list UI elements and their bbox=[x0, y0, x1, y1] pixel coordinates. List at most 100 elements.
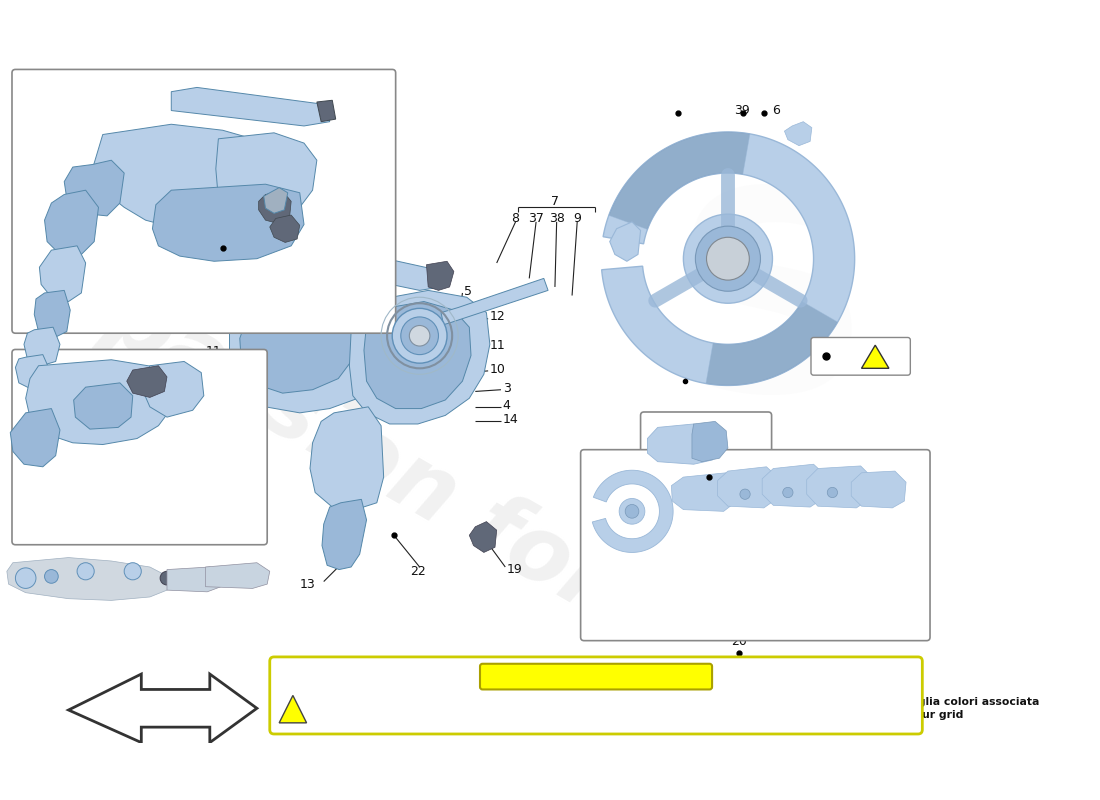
Text: 30: 30 bbox=[718, 611, 734, 624]
FancyBboxPatch shape bbox=[480, 664, 712, 690]
Text: 10: 10 bbox=[205, 368, 221, 381]
Text: 33: 33 bbox=[822, 611, 836, 624]
Circle shape bbox=[683, 214, 772, 303]
Text: 36: 36 bbox=[330, 152, 345, 165]
Polygon shape bbox=[264, 188, 288, 214]
FancyBboxPatch shape bbox=[640, 412, 771, 483]
Polygon shape bbox=[34, 290, 70, 338]
Text: 7: 7 bbox=[551, 195, 559, 208]
Text: 36: 36 bbox=[94, 468, 109, 481]
Polygon shape bbox=[216, 133, 317, 225]
Polygon shape bbox=[24, 327, 59, 366]
Text: 13: 13 bbox=[299, 578, 315, 591]
Text: 19: 19 bbox=[507, 563, 522, 576]
Polygon shape bbox=[861, 345, 889, 368]
Text: 5: 5 bbox=[464, 285, 472, 298]
Text: 11: 11 bbox=[206, 345, 221, 358]
Polygon shape bbox=[784, 122, 812, 146]
Polygon shape bbox=[10, 409, 59, 466]
Polygon shape bbox=[470, 522, 497, 553]
Text: 38: 38 bbox=[549, 212, 564, 225]
Polygon shape bbox=[717, 466, 778, 508]
Text: 2: 2 bbox=[323, 227, 331, 240]
Circle shape bbox=[393, 308, 447, 363]
Polygon shape bbox=[648, 424, 717, 464]
Circle shape bbox=[619, 498, 645, 524]
Circle shape bbox=[77, 562, 95, 580]
Text: Valid for USA, CDN, USA Light: Valid for USA, CDN, USA Light bbox=[20, 506, 244, 519]
Polygon shape bbox=[270, 215, 299, 242]
Text: 10: 10 bbox=[490, 362, 506, 376]
Text: !: ! bbox=[290, 710, 296, 723]
Polygon shape bbox=[126, 366, 167, 398]
Text: 27: 27 bbox=[693, 611, 708, 624]
Polygon shape bbox=[602, 132, 855, 386]
Polygon shape bbox=[25, 360, 172, 445]
Text: Version with electric steering column: Version with electric steering column bbox=[24, 294, 304, 306]
Text: 32: 32 bbox=[795, 611, 811, 624]
Text: 11: 11 bbox=[490, 338, 506, 352]
FancyBboxPatch shape bbox=[12, 70, 396, 334]
Text: 9: 9 bbox=[573, 212, 581, 225]
Polygon shape bbox=[240, 307, 353, 393]
Text: 24: 24 bbox=[616, 611, 631, 624]
Text: 34: 34 bbox=[668, 611, 682, 624]
Polygon shape bbox=[364, 302, 471, 409]
Text: 26: 26 bbox=[770, 611, 785, 624]
Text: 23: 23 bbox=[591, 611, 605, 624]
Polygon shape bbox=[706, 302, 838, 386]
Text: 15: 15 bbox=[309, 141, 324, 154]
Text: S: S bbox=[671, 179, 871, 450]
Polygon shape bbox=[64, 160, 124, 216]
Text: In presenza di sigla OPT definire il colore durante l'inserimento dell'ordine a : In presenza di sigla OPT definire il col… bbox=[315, 697, 1040, 707]
Polygon shape bbox=[206, 562, 270, 589]
Text: Where the code OPT is indicated, specify the colour when entering order, using t: Where the code OPT is indicated, specify… bbox=[315, 710, 964, 720]
FancyBboxPatch shape bbox=[12, 350, 267, 545]
Text: 5: 5 bbox=[722, 364, 729, 378]
Polygon shape bbox=[609, 222, 640, 262]
Text: !: ! bbox=[873, 358, 878, 367]
Circle shape bbox=[44, 570, 58, 583]
Polygon shape bbox=[230, 295, 384, 413]
Text: 39: 39 bbox=[734, 104, 749, 117]
Text: 14: 14 bbox=[503, 413, 518, 426]
Polygon shape bbox=[68, 674, 257, 742]
Polygon shape bbox=[258, 191, 292, 223]
Polygon shape bbox=[592, 470, 673, 553]
Circle shape bbox=[124, 562, 141, 580]
Circle shape bbox=[15, 568, 36, 589]
Polygon shape bbox=[692, 422, 728, 462]
Polygon shape bbox=[7, 558, 172, 600]
Polygon shape bbox=[40, 246, 86, 302]
Circle shape bbox=[783, 487, 793, 498]
Circle shape bbox=[161, 571, 174, 585]
Text: 37: 37 bbox=[528, 212, 544, 225]
Circle shape bbox=[740, 489, 750, 499]
Polygon shape bbox=[253, 270, 308, 302]
Polygon shape bbox=[44, 190, 99, 254]
Text: Versione piantone elettrico: Versione piantone elettrico bbox=[24, 278, 229, 292]
Polygon shape bbox=[279, 695, 307, 723]
Text: 4: 4 bbox=[503, 398, 510, 412]
Text: 17: 17 bbox=[309, 190, 324, 202]
Circle shape bbox=[827, 487, 837, 498]
Text: 22: 22 bbox=[410, 565, 426, 578]
FancyBboxPatch shape bbox=[581, 450, 930, 641]
Text: 18: 18 bbox=[216, 270, 231, 283]
FancyBboxPatch shape bbox=[811, 338, 911, 375]
Text: 21: 21 bbox=[593, 464, 608, 477]
Polygon shape bbox=[762, 464, 825, 507]
Polygon shape bbox=[15, 354, 50, 390]
Text: 15: 15 bbox=[46, 452, 63, 465]
Polygon shape bbox=[172, 87, 330, 126]
Text: 12: 12 bbox=[490, 310, 506, 323]
Text: 29: 29 bbox=[873, 611, 888, 624]
Polygon shape bbox=[317, 100, 336, 122]
Polygon shape bbox=[74, 383, 133, 429]
Text: 28: 28 bbox=[847, 611, 862, 624]
Text: = 1: = 1 bbox=[833, 350, 857, 364]
Text: 20: 20 bbox=[732, 635, 747, 648]
Polygon shape bbox=[427, 262, 454, 290]
Text: 25: 25 bbox=[641, 611, 657, 624]
Polygon shape bbox=[806, 466, 872, 508]
